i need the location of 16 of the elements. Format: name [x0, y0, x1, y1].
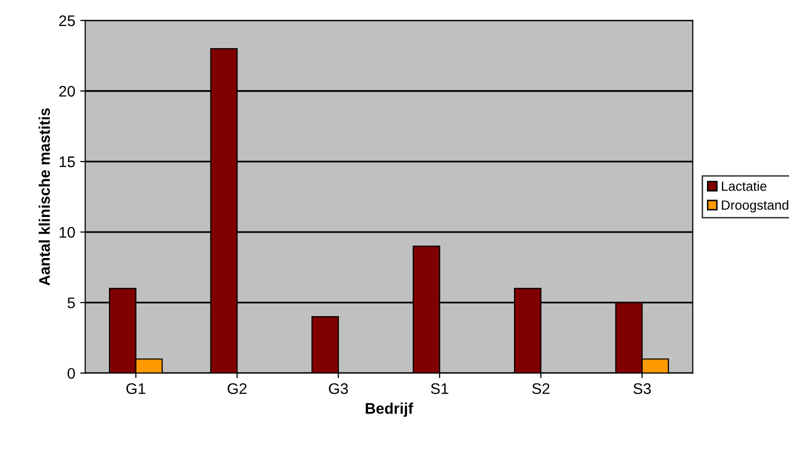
x-tick-label: S3 [633, 383, 651, 394]
x-tick-label: G1 [126, 383, 146, 394]
x-tick-label: S1 [430, 383, 448, 394]
legend-label: Droogstand [722, 200, 788, 212]
y-axis-title: Aantal klinische mastitis [38, 108, 50, 286]
y-tick-label: 15 [60, 156, 75, 168]
x-tick-label: G3 [328, 383, 348, 394]
x-axis-title: Bedrijf [366, 402, 414, 417]
y-tick-label: 10 [60, 226, 75, 238]
y-tick-label: 20 [59, 86, 75, 97]
x-tick-label: S2 [532, 383, 550, 394]
y-tick-label: 0 [68, 368, 75, 379]
y-tick-label: 5 [68, 298, 75, 308]
legend-label: Lactatie [722, 181, 766, 191]
y-tick-label: 25 [59, 15, 75, 26]
x-tick-label: G2 [228, 383, 247, 394]
